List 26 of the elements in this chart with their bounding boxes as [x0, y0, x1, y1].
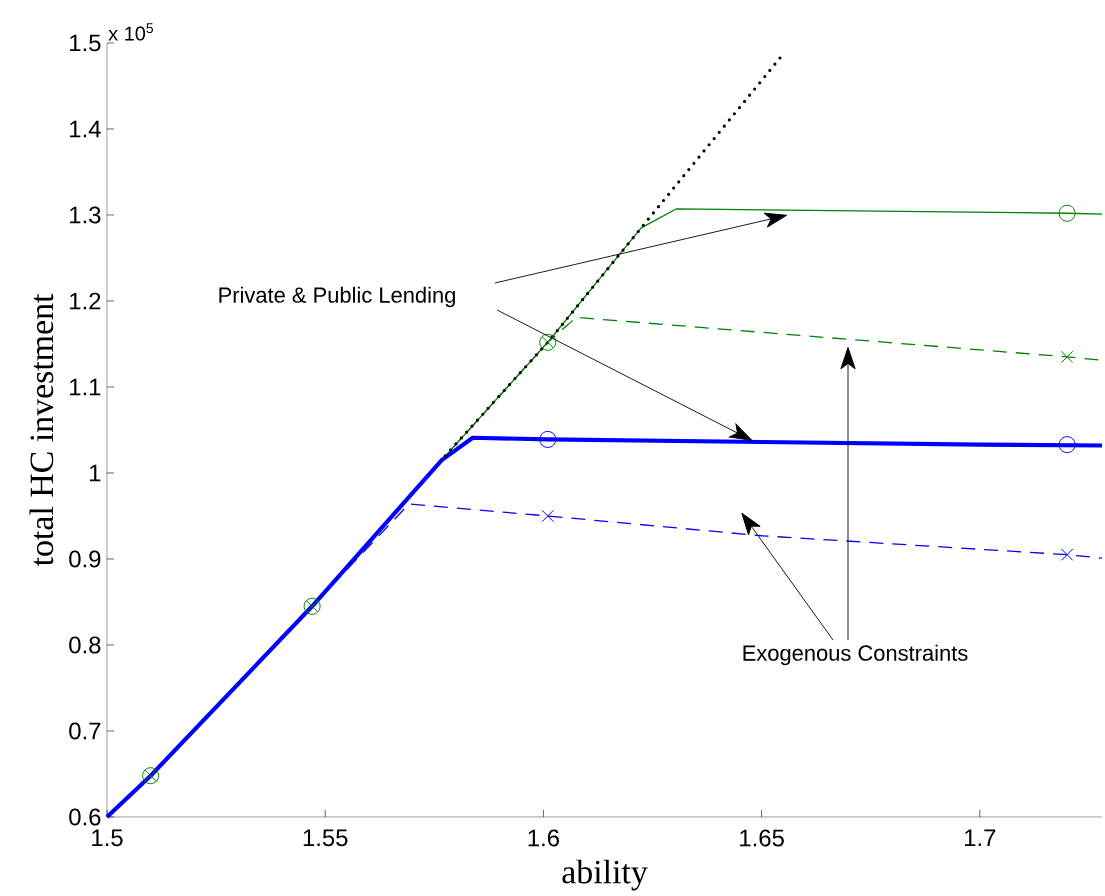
y-axis-title: total HC investment	[29, 293, 54, 567]
point	[1060, 548, 1074, 561]
y-tick-label: 1.1	[70, 378, 101, 396]
x-tick-label: 1.5	[92, 829, 123, 847]
point	[539, 430, 557, 448]
point	[1058, 204, 1076, 222]
y-tick-label: 1.2	[70, 292, 101, 310]
point	[1060, 350, 1074, 364]
text: x 10$^{5}$	[108, 23, 154, 41]
annotation: Exogenous Constraints	[743, 644, 968, 666]
y-tick-label: 0.8	[69, 636, 101, 654]
annotation: Private & Public Lending	[219, 286, 455, 308]
x-axis-title: ability	[562, 859, 648, 891]
point	[1058, 436, 1076, 454]
y-tick-label: 0.6	[69, 808, 101, 826]
point	[541, 509, 554, 523]
y-tick-label: 1	[90, 464, 101, 482]
y-tick-label: 1.3	[70, 206, 101, 224]
y-tick-label: 1.4	[70, 120, 101, 138]
y-tick-label: 1.5	[70, 34, 101, 52]
x-tick-label: 1.55	[303, 829, 348, 847]
y-tick-label: 0.7	[69, 722, 101, 740]
y-tick-label: 0.9	[69, 550, 101, 568]
x-tick-label: 1.7	[965, 829, 996, 846]
x-tick-label: 1.6	[528, 829, 559, 847]
x-tick-label: 1.65	[740, 829, 784, 847]
